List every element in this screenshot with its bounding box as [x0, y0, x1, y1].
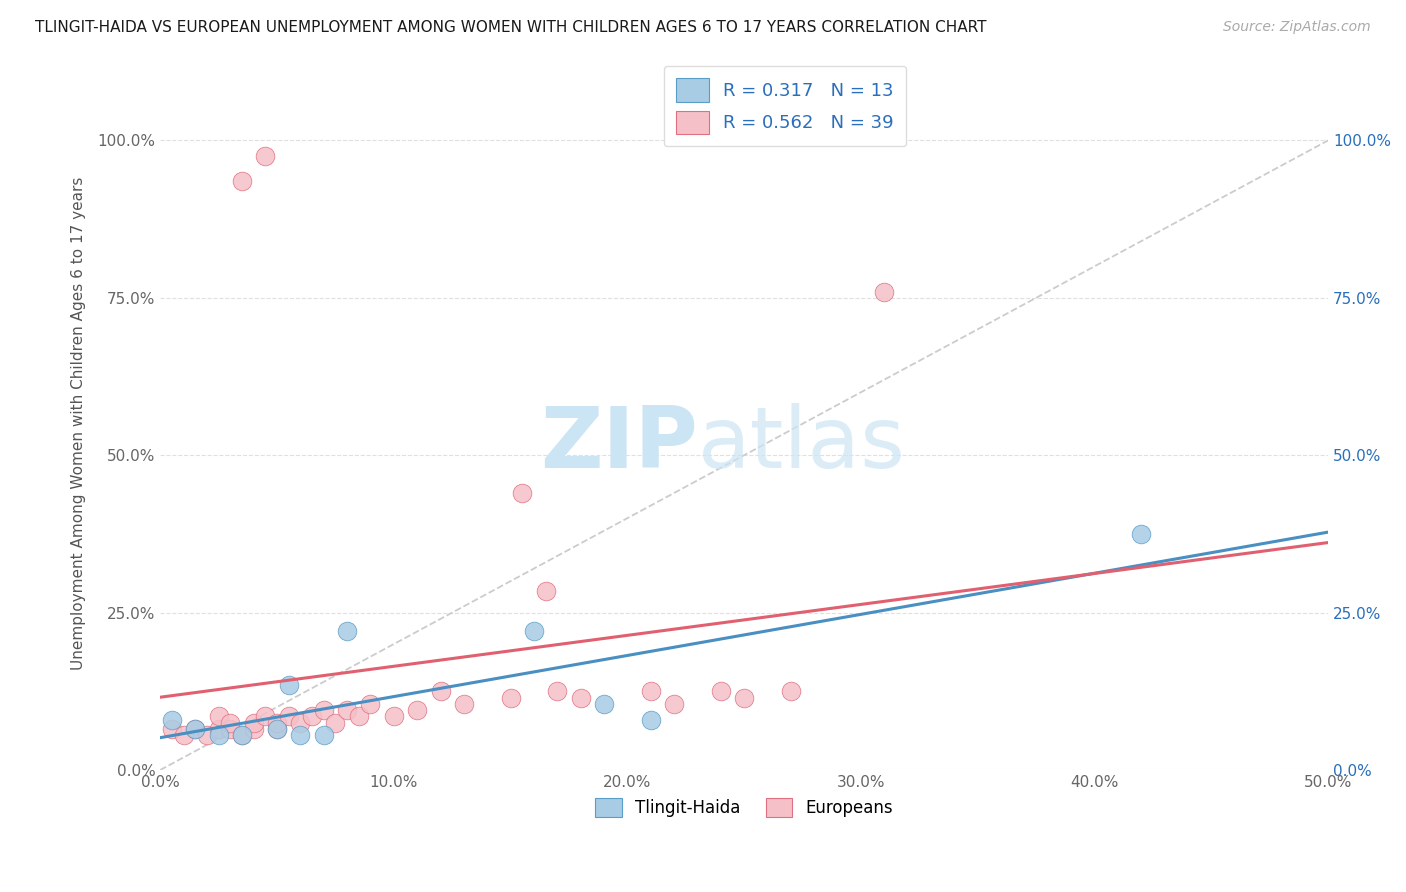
Point: [523, 624, 546, 639]
Point: [266, 722, 288, 736]
Point: [290, 728, 312, 742]
Point: [195, 728, 218, 742]
Point: [662, 697, 685, 711]
Text: atlas: atlas: [697, 403, 905, 486]
Point: [160, 722, 183, 736]
Point: [266, 715, 288, 730]
Point: [173, 728, 195, 742]
Point: [546, 684, 568, 698]
Point: [534, 583, 557, 598]
Point: [873, 285, 896, 299]
Point: [347, 709, 370, 723]
Legend: Tlingit-Haida, Europeans: Tlingit-Haida, Europeans: [589, 791, 900, 824]
Text: TLINGIT-HAIDA VS EUROPEAN UNEMPLOYMENT AMONG WOMEN WITH CHILDREN AGES 6 TO 17 YE: TLINGIT-HAIDA VS EUROPEAN UNEMPLOYMENT A…: [35, 20, 987, 35]
Point: [160, 713, 183, 727]
Point: [254, 709, 277, 723]
Point: [277, 678, 299, 692]
Point: [406, 703, 429, 717]
Point: [510, 486, 533, 500]
Point: [429, 684, 451, 698]
Point: [336, 624, 359, 639]
Point: [499, 690, 522, 705]
Point: [207, 728, 229, 742]
Point: [301, 709, 323, 723]
Point: [231, 728, 253, 742]
Point: [640, 684, 662, 698]
Point: [312, 703, 335, 717]
Point: [593, 697, 616, 711]
Point: [266, 722, 288, 736]
Point: [231, 174, 253, 188]
Point: [336, 703, 359, 717]
Point: [184, 722, 207, 736]
Point: [569, 690, 592, 705]
Point: [242, 722, 264, 736]
Point: [382, 709, 405, 723]
Point: [277, 709, 299, 723]
Point: [640, 713, 662, 727]
Point: [207, 722, 229, 736]
Point: [184, 722, 207, 736]
Point: [312, 728, 335, 742]
Point: [207, 709, 229, 723]
Point: [219, 715, 242, 730]
Point: [325, 715, 347, 730]
Point: [242, 715, 264, 730]
Point: [219, 722, 242, 736]
Point: [254, 149, 277, 163]
Point: [290, 715, 312, 730]
Point: [453, 697, 475, 711]
Point: [1130, 527, 1153, 541]
Point: [780, 684, 803, 698]
Point: [710, 684, 733, 698]
Point: [733, 690, 755, 705]
Point: [231, 728, 253, 742]
Text: ZIP: ZIP: [540, 403, 697, 486]
Text: Source: ZipAtlas.com: Source: ZipAtlas.com: [1223, 20, 1371, 34]
Point: [359, 697, 381, 711]
Y-axis label: Unemployment Among Women with Children Ages 6 to 17 years: Unemployment Among Women with Children A…: [72, 177, 86, 671]
